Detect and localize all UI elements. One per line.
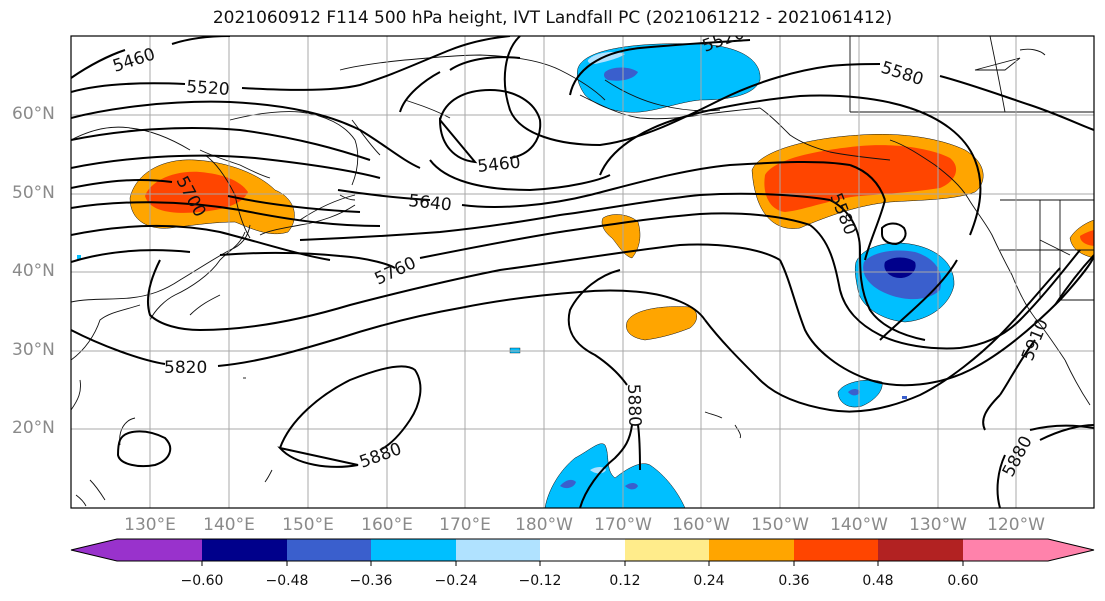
ivt-positive-region <box>626 306 697 341</box>
colorbar-segment <box>963 539 1049 561</box>
ivt-negative-region <box>604 67 638 81</box>
colorbar-extend-max <box>1048 539 1094 561</box>
lon-label: 160°W <box>672 515 730 535</box>
contour-label: 5820 <box>164 358 207 378</box>
contour-label: 5520 <box>186 77 231 100</box>
lat-label: 30°N <box>12 340 55 360</box>
lon-label: 130°W <box>909 515 967 535</box>
colorbar-extend-min <box>71 539 117 561</box>
ivt-negative-region <box>560 479 576 489</box>
colorbar-segment <box>202 539 288 561</box>
colorbar-segment <box>540 539 626 561</box>
colorbar-segment <box>794 539 880 561</box>
colorbar-segment <box>878 539 964 561</box>
ivt-strong-positive-region <box>1080 230 1094 246</box>
lon-label: 120°W <box>987 515 1045 535</box>
ivt-strong-negative-region <box>884 257 916 278</box>
ivt-negative-region <box>625 483 638 490</box>
colorbar <box>70 538 1095 566</box>
lat-label: 50°N <box>12 183 55 203</box>
map-title: 2021060912 F114 500 hPa height, IVT Land… <box>212 8 893 28</box>
contour-label: 5640 <box>407 191 452 215</box>
colorbar-segment <box>625 539 711 561</box>
colorbar-tick-label: 0.48 <box>862 573 894 589</box>
lon-label: 170°W <box>594 515 652 535</box>
contour-label: 5880 <box>623 383 644 427</box>
ivt-negative-region <box>848 389 860 396</box>
lon-label: 180°W <box>515 515 573 535</box>
colorbar-segment <box>371 539 457 561</box>
colorbar-tick-label: −0.24 <box>434 573 478 589</box>
colorbar-segment <box>287 539 373 561</box>
ivt-negative-speck <box>902 396 907 399</box>
colorbar-segment <box>709 539 795 561</box>
colorbar-outline <box>70 538 1095 562</box>
lon-label: 130°E <box>124 515 176 535</box>
colorbar-tick-label: 0.12 <box>609 573 641 589</box>
lat-label: 60°N <box>12 104 55 124</box>
colorbar-tick-label: −0.12 <box>518 573 562 589</box>
colorbar-segment <box>456 539 542 561</box>
colorbar-tick-label: 0.24 <box>693 573 725 589</box>
colorbar-tick-label: 0.36 <box>778 573 810 589</box>
lon-label: 170°E <box>439 515 491 535</box>
lat-label: 40°N <box>12 261 55 281</box>
lon-label: 140°W <box>830 515 888 535</box>
colorbar-segment <box>117 539 203 561</box>
ivt-negative-speck <box>77 255 81 259</box>
graticule <box>71 36 1094 508</box>
lon-label: 150°E <box>282 515 334 535</box>
lat-label: 20°N <box>12 418 55 438</box>
colorbar-tick-label: −0.48 <box>265 573 309 589</box>
colorbar-tick-label: −0.60 <box>180 573 224 589</box>
lon-label: 140°E <box>203 515 255 535</box>
lon-label: 160°E <box>361 515 413 535</box>
contour-label: 5460 <box>476 153 521 177</box>
height-contours <box>71 36 1094 508</box>
lon-label: 150°W <box>751 515 809 535</box>
colorbar-tick-label: −0.36 <box>349 573 393 589</box>
plot-frame <box>70 35 1095 509</box>
colorbar-tick-label: 0.60 <box>947 573 979 589</box>
